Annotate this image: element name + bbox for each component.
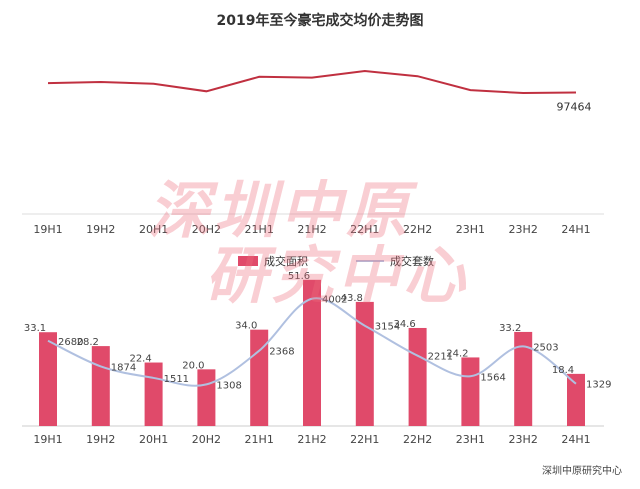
count-data-label: 1308 bbox=[216, 380, 241, 391]
area-bar bbox=[461, 357, 479, 426]
bottom-x-tick-label: 21H1 bbox=[245, 433, 274, 446]
area-data-label: 20.0 bbox=[182, 360, 204, 371]
bottom-x-tick-label: 21H2 bbox=[297, 433, 326, 446]
top-x-tick-label: 24H1 bbox=[561, 223, 590, 236]
bottom-x-tick-label: 20H1 bbox=[139, 433, 168, 446]
area-bar bbox=[92, 346, 110, 426]
area-data-label: 33.2 bbox=[499, 323, 521, 334]
area-bar bbox=[39, 332, 57, 426]
area-bar bbox=[409, 328, 427, 426]
count-data-label: 2680 bbox=[58, 337, 83, 348]
bottom-x-tick-label: 24H1 bbox=[561, 433, 590, 446]
bottom-x-tick-label: 23H2 bbox=[509, 433, 538, 446]
top-x-tick-label: 20H2 bbox=[192, 223, 221, 236]
price-data-label: 97464 bbox=[557, 100, 592, 113]
area-bar bbox=[145, 363, 163, 426]
top-x-tick-label: 22H2 bbox=[403, 223, 432, 236]
chart-title: 2019年至今豪宅成交均价走势图 bbox=[0, 10, 640, 30]
area-bar bbox=[567, 374, 585, 426]
bottom-x-tick-label: 22H1 bbox=[350, 433, 379, 446]
count-data-label: 1511 bbox=[164, 374, 189, 385]
bottom-x-tick-label: 20H2 bbox=[192, 433, 221, 446]
legend-label-count: 成交套数 bbox=[390, 254, 434, 268]
count-data-label: 1564 bbox=[480, 372, 505, 383]
top-x-tick-label: 21H2 bbox=[297, 223, 326, 236]
area-data-label: 18.4 bbox=[552, 365, 574, 376]
legend-label-area: 成交面积 bbox=[264, 254, 308, 268]
top-x-tick-label: 23H2 bbox=[509, 223, 538, 236]
count-data-label: 1874 bbox=[111, 362, 136, 373]
count-data-label: 2211 bbox=[428, 352, 453, 363]
area-data-label: 34.0 bbox=[235, 321, 257, 332]
top-x-tick-label: 23H1 bbox=[456, 223, 485, 236]
bottom-x-tick-label: 23H1 bbox=[456, 433, 485, 446]
top-x-tick-label: 22H1 bbox=[350, 223, 379, 236]
top-x-tick-label: 20H1 bbox=[139, 223, 168, 236]
top-x-tick-label: 19H2 bbox=[86, 223, 115, 236]
top-x-tick-label: 21H1 bbox=[245, 223, 274, 236]
count-data-label: 1329 bbox=[586, 380, 611, 391]
source-label: 深圳中原研究中心 bbox=[542, 462, 622, 477]
top-x-tick-label: 19H1 bbox=[33, 223, 62, 236]
count-data-label: 3154 bbox=[375, 322, 400, 333]
price-line bbox=[48, 71, 576, 93]
area-bar bbox=[356, 302, 374, 426]
area-data-label: 33.1 bbox=[24, 323, 46, 334]
legend-swatch-area bbox=[238, 256, 258, 266]
count-data-label: 2503 bbox=[533, 342, 558, 353]
area-bar bbox=[197, 369, 215, 426]
count-data-label: 4002 bbox=[322, 295, 347, 306]
count-data-label: 2368 bbox=[269, 347, 294, 358]
area-data-label: 51.6 bbox=[288, 271, 310, 282]
bottom-x-tick-label: 22H2 bbox=[403, 433, 432, 446]
bottom-x-tick-label: 19H1 bbox=[33, 433, 62, 446]
bottom-x-tick-label: 19H2 bbox=[86, 433, 115, 446]
